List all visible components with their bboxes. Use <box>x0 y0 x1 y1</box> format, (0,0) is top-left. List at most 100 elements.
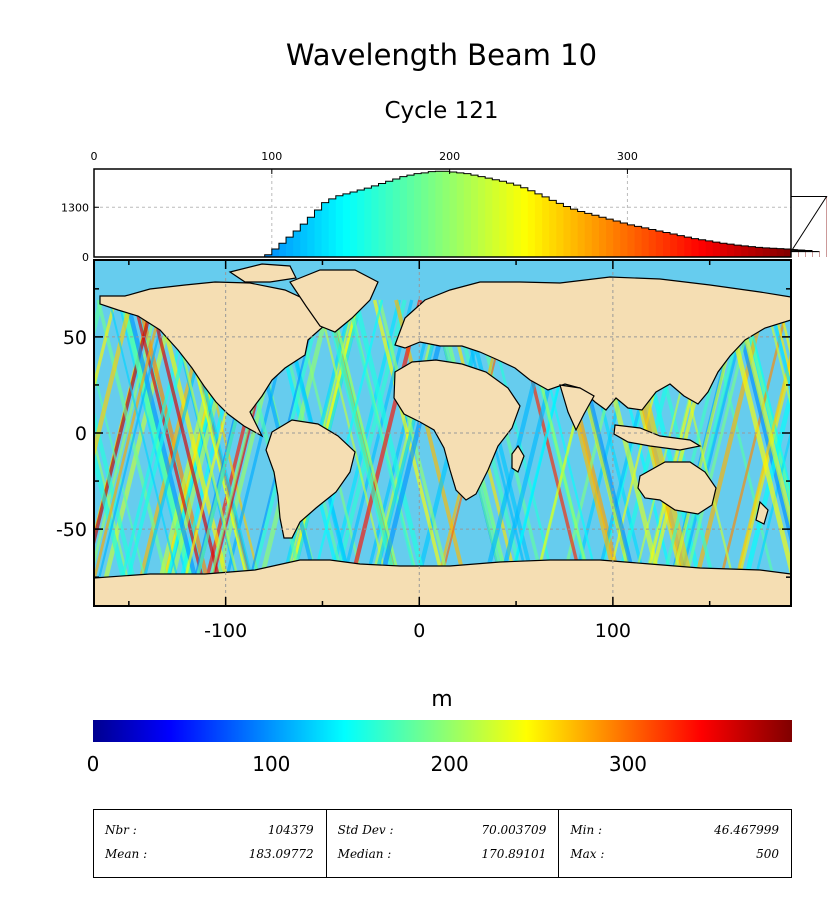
histogram-bar <box>577 211 586 257</box>
histogram-bar <box>385 181 394 257</box>
histogram-bar <box>371 185 379 257</box>
histogram-bar <box>364 188 372 257</box>
histogram-bar <box>769 248 778 257</box>
histogram-bar <box>414 173 422 257</box>
median-label: Median : <box>337 847 392 861</box>
map-y-tick-label: 50 <box>63 327 87 349</box>
swath-track <box>734 299 791 532</box>
stats-col-2: Std Dev : 70.003709 Median : 170.89101 <box>327 810 560 877</box>
histogram-bar <box>542 196 550 257</box>
swath-track <box>148 299 223 587</box>
histogram-bar <box>307 217 315 257</box>
histogram-bar <box>506 183 515 257</box>
histogram-frame <box>93 168 792 258</box>
histogram-bar <box>762 247 771 257</box>
india <box>559 384 595 432</box>
new-zealand <box>755 500 769 525</box>
histogram-bar <box>591 215 600 257</box>
mean-label: Mean : <box>105 847 148 861</box>
hist-x-tick-label: 200 <box>439 150 460 163</box>
histogram-bar <box>613 221 621 257</box>
histogram-bar <box>357 190 365 257</box>
swath-track <box>692 299 767 587</box>
swath-track <box>108 299 181 587</box>
stats-col-1: Nbr : 104379 Mean : 183.09772 <box>94 810 327 877</box>
histogram-bar <box>783 248 792 257</box>
colorbar-tick-label: 100 <box>252 752 290 776</box>
greenland <box>289 269 379 333</box>
indonesia <box>613 424 702 451</box>
swath-track <box>96 299 169 587</box>
histogram-bar <box>428 171 436 257</box>
max-value: 500 <box>756 847 780 861</box>
histogram-bar <box>421 172 429 257</box>
histogram-bar <box>442 171 451 257</box>
histogram-bar <box>698 239 707 257</box>
histogram-bar <box>556 203 564 257</box>
map-x-tick-label: 0 <box>413 620 425 642</box>
swath-track <box>94 299 164 586</box>
swath-track <box>353 299 428 587</box>
median-value: 170.89101 <box>481 847 547 861</box>
hist-x-tick-label: 100 <box>261 150 282 163</box>
swath-track <box>317 299 390 587</box>
histogram-bar <box>726 244 735 257</box>
max-label: Max : <box>570 847 605 861</box>
africa <box>393 359 521 501</box>
histogram-bar <box>534 193 543 257</box>
swath-track <box>682 299 756 587</box>
stats-col-3: Min : 46.467999 Max : 500 <box>559 810 791 877</box>
histogram-bar <box>293 230 301 257</box>
hist-x-tick-label: 0 <box>91 150 98 163</box>
hist-x-tick-label: 300 <box>617 150 638 163</box>
swath-track <box>785 299 791 323</box>
histogram-bar <box>485 178 493 257</box>
swath-track <box>332 299 407 587</box>
map-y-tick-label: -50 <box>56 519 87 541</box>
min-label: Min : <box>570 823 603 837</box>
swath-track <box>767 299 791 396</box>
south-america <box>265 419 356 539</box>
histogram-bar <box>748 246 756 257</box>
swath-track <box>94 299 134 461</box>
histogram-bar <box>570 209 579 257</box>
swath-track <box>346 299 420 587</box>
swath-track <box>94 299 117 393</box>
world-map: -100 0 100 -50 0 50 <box>56 259 833 642</box>
eurasia <box>394 276 791 411</box>
swath-track <box>818 300 833 586</box>
histogram: 0 100 200 300 0 1300 <box>61 150 828 264</box>
histogram-bar <box>734 245 742 257</box>
histogram-bar <box>499 181 507 257</box>
histogram-bar <box>549 200 557 257</box>
colorbar: 0 100 200 300 <box>87 720 792 776</box>
antarctica <box>94 559 791 606</box>
histogram-bar <box>755 247 763 257</box>
map-x-tick-label: 100 <box>595 620 631 642</box>
swath-track <box>94 408 138 587</box>
histogram-bar <box>300 224 308 257</box>
map-x-tick-label: -100 <box>204 620 247 642</box>
map-y-tick-label: 0 <box>75 423 87 445</box>
swath-track <box>377 299 453 587</box>
swath-track <box>789 300 791 307</box>
histogram-bar <box>741 245 749 257</box>
swath-track <box>94 447 128 587</box>
histogram-bar <box>634 226 643 257</box>
histogram-bar <box>513 185 522 257</box>
colorbar-gradient <box>93 720 792 742</box>
arctic-islands <box>228 263 297 283</box>
histogram-bar <box>648 229 657 257</box>
histogram-bar <box>399 176 408 257</box>
std-value: 70.003709 <box>481 823 547 837</box>
histogram-bar <box>470 175 479 257</box>
nbr-value: 104379 <box>267 823 314 837</box>
histogram-bar <box>271 248 280 257</box>
histogram-bar <box>406 175 415 257</box>
swath-track <box>796 300 833 586</box>
colorbar-tick-label: 200 <box>431 752 469 776</box>
colorbar-label: m <box>431 687 452 712</box>
swath-track <box>741 384 791 587</box>
swath-track <box>94 367 148 587</box>
